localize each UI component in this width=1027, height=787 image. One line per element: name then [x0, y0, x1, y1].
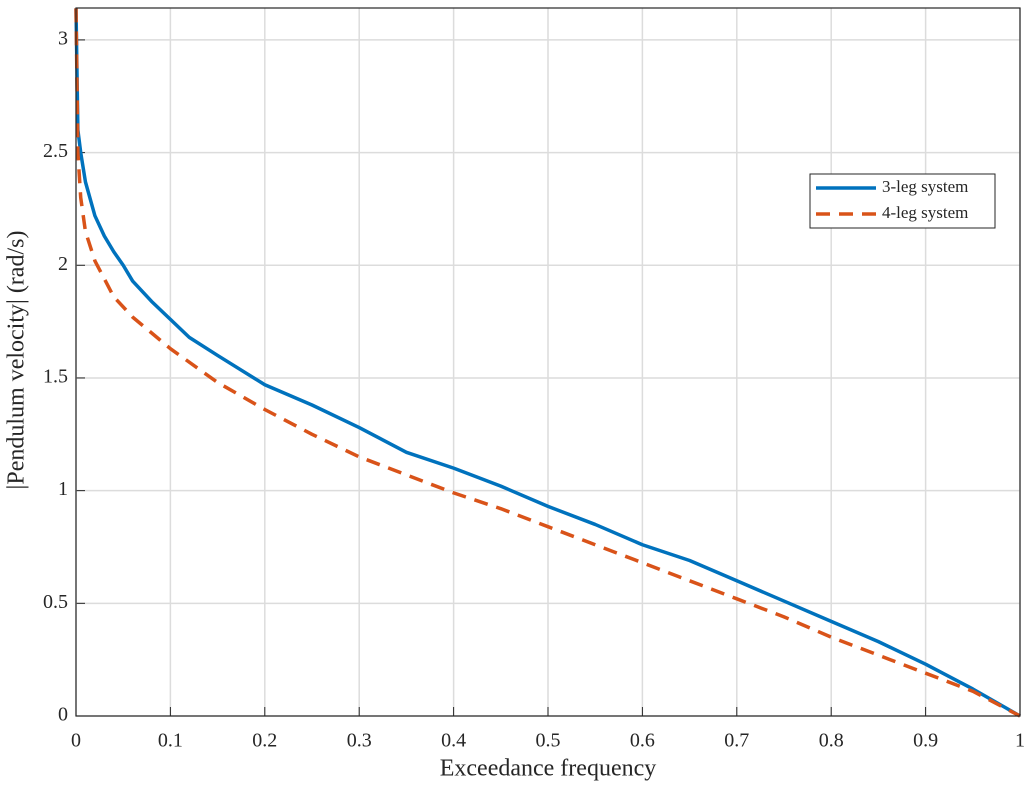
legend-box — [809, 173, 996, 229]
plot-border — [75, 7, 1021, 717]
legend: 3-leg system 4-leg system — [809, 173, 996, 229]
y-tick-label: 1 — [58, 478, 68, 500]
data-line — [74, 8, 1021, 718]
y-tick-label: 2 — [58, 253, 68, 275]
y-tick-label: 2.5 — [43, 140, 68, 162]
x-tick-label: 0.7 — [724, 730, 749, 752]
y-tick-label: 0 — [58, 704, 68, 726]
legend-label: 3-leg system — [882, 177, 968, 196]
x-tick-label: 0.3 — [347, 730, 372, 752]
x-tick-label: 0.5 — [536, 730, 561, 752]
x-tick-label: 0.4 — [441, 730, 466, 752]
legend-label: 4-leg system — [882, 203, 968, 222]
y-tick-label: 0.5 — [43, 591, 68, 613]
x-tick-label: 1 — [1015, 730, 1025, 752]
x-tick-label: 0.9 — [913, 730, 938, 752]
x-tick-label: 0.1 — [158, 730, 183, 752]
x-tick-label: 0.2 — [252, 730, 277, 752]
y-axis-label: |Pendulum velocity| (rad/s) — [4, 231, 30, 490]
y-tick-label: 1.5 — [43, 366, 68, 388]
x-tick-label: 0 — [71, 730, 81, 752]
x-tick-label: 0.8 — [819, 730, 844, 752]
x-tick-label: 0.6 — [630, 730, 655, 752]
x-axis-label: Exceedance frequency — [440, 756, 657, 782]
y-tick-label: 3 — [58, 28, 68, 50]
